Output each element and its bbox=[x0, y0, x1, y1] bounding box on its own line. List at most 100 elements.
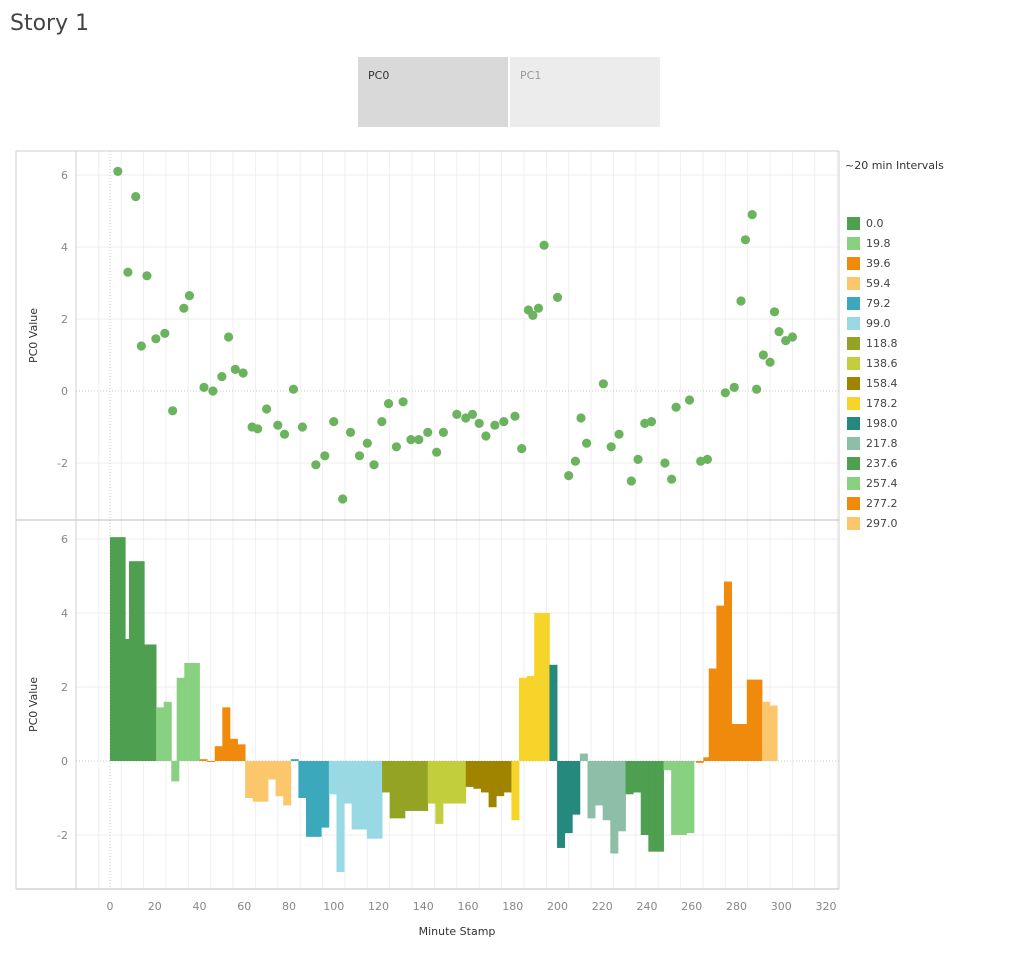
legend-swatch bbox=[847, 316, 860, 330]
scatter-point bbox=[423, 427, 433, 437]
tab-pc1[interactable]: PC1 bbox=[510, 57, 660, 127]
bar bbox=[336, 761, 345, 872]
bar bbox=[129, 561, 138, 761]
bar bbox=[222, 707, 231, 761]
scatter-point bbox=[345, 427, 356, 437]
legend-item[interactable]: 237.6 bbox=[847, 453, 898, 473]
scatter-point bbox=[646, 417, 657, 427]
legend-item[interactable]: 277.2 bbox=[847, 493, 898, 513]
scatter-point bbox=[517, 444, 527, 454]
bar-grid: -2 0 2 4 6 bbox=[57, 520, 839, 889]
legend-item[interactable]: 217.8 bbox=[847, 433, 898, 453]
legend-label: 178.2 bbox=[866, 396, 898, 410]
x-tick-label: 20 bbox=[148, 900, 162, 913]
x-tick-label: 320 bbox=[816, 900, 837, 913]
bar bbox=[191, 662, 200, 761]
legend-label: 39.6 bbox=[866, 256, 891, 270]
bar bbox=[746, 679, 755, 761]
bar bbox=[176, 677, 185, 761]
scatter-point bbox=[452, 409, 462, 419]
scatter-point bbox=[474, 418, 484, 428]
bar bbox=[686, 761, 695, 834]
bar bbox=[283, 761, 292, 806]
legend-label: 237.6 bbox=[866, 456, 898, 470]
legend-item[interactable]: 198.0 bbox=[847, 413, 898, 433]
bar bbox=[442, 761, 451, 804]
bar bbox=[290, 759, 299, 761]
bar bbox=[595, 761, 604, 806]
bar bbox=[275, 761, 284, 797]
legend-swatch bbox=[847, 496, 860, 510]
legend-swatch bbox=[847, 296, 860, 310]
y-tick-label: 0 bbox=[61, 385, 68, 398]
bar bbox=[617, 761, 626, 832]
bar bbox=[708, 668, 717, 761]
scatter-point bbox=[383, 399, 394, 409]
legend: 0.0 19.8 39.6 59.4 79.2 99.0 118.8 138.6 158.4 17… bbox=[847, 213, 898, 533]
bar bbox=[306, 761, 315, 837]
scatter-point bbox=[311, 460, 321, 470]
legend-swatch bbox=[847, 276, 860, 290]
scatter-point bbox=[581, 438, 592, 448]
legend-item[interactable]: 158.4 bbox=[847, 373, 898, 393]
legend-item[interactable]: 178.2 bbox=[847, 393, 898, 413]
bar bbox=[397, 761, 406, 819]
scatter-point bbox=[570, 456, 581, 466]
y-tick-label: 6 bbox=[61, 533, 68, 546]
legend-item[interactable]: 99.0 bbox=[847, 313, 898, 333]
bar bbox=[480, 761, 489, 793]
story-point-navigator: PC0 PC1 bbox=[358, 57, 660, 127]
scatter-point bbox=[391, 442, 401, 452]
legend-item[interactable]: 138.6 bbox=[847, 353, 898, 373]
legend-title: ~20 min Intervals bbox=[845, 159, 944, 172]
legend-item[interactable]: 19.8 bbox=[847, 233, 898, 253]
x-tick-label: 60 bbox=[237, 900, 251, 913]
scatter-point bbox=[136, 341, 146, 351]
bar bbox=[359, 761, 368, 830]
scatter-point bbox=[369, 460, 379, 470]
scatter-point bbox=[253, 424, 263, 434]
bar bbox=[171, 761, 180, 782]
legend-item[interactable]: 59.4 bbox=[847, 273, 898, 293]
bar bbox=[351, 761, 360, 830]
legend-item[interactable]: 39.6 bbox=[847, 253, 898, 273]
legend-item[interactable]: 257.4 bbox=[847, 473, 898, 493]
scatter-point bbox=[414, 435, 424, 445]
scatter-point bbox=[461, 413, 471, 423]
bar bbox=[465, 761, 474, 787]
scatter-point bbox=[179, 303, 189, 313]
scatter-point bbox=[667, 474, 677, 484]
scatter-point bbox=[626, 476, 636, 486]
bar bbox=[344, 761, 353, 804]
bar bbox=[633, 761, 642, 793]
bar bbox=[526, 675, 535, 761]
scatter-point bbox=[533, 303, 544, 313]
bar bbox=[557, 761, 566, 848]
scatter-point bbox=[747, 210, 757, 220]
bar bbox=[648, 761, 657, 852]
legend-item[interactable]: 79.2 bbox=[847, 293, 898, 313]
bar bbox=[625, 761, 634, 795]
scatter-point bbox=[377, 417, 387, 427]
legend-swatch bbox=[847, 256, 860, 270]
scatter-point bbox=[262, 404, 272, 414]
bar bbox=[541, 613, 550, 761]
bar bbox=[404, 761, 413, 811]
bar bbox=[655, 761, 664, 852]
bar bbox=[420, 761, 429, 811]
bar bbox=[140, 644, 149, 761]
tab-pc0[interactable]: PC0 bbox=[358, 57, 508, 127]
bar bbox=[503, 761, 512, 793]
scatter-point bbox=[481, 431, 491, 441]
scatter-point bbox=[223, 332, 234, 342]
scatter-point bbox=[273, 420, 283, 430]
bar bbox=[245, 761, 254, 798]
legend-item[interactable]: 297.0 bbox=[847, 513, 898, 533]
x-tick-label: 40 bbox=[193, 900, 207, 913]
scatter-point bbox=[787, 332, 798, 342]
y-tick-label: 4 bbox=[61, 607, 68, 620]
legend-item[interactable]: 118.8 bbox=[847, 333, 898, 353]
legend-item[interactable]: 0.0 bbox=[847, 213, 898, 233]
bar bbox=[427, 761, 436, 804]
scatter-point bbox=[510, 411, 520, 421]
